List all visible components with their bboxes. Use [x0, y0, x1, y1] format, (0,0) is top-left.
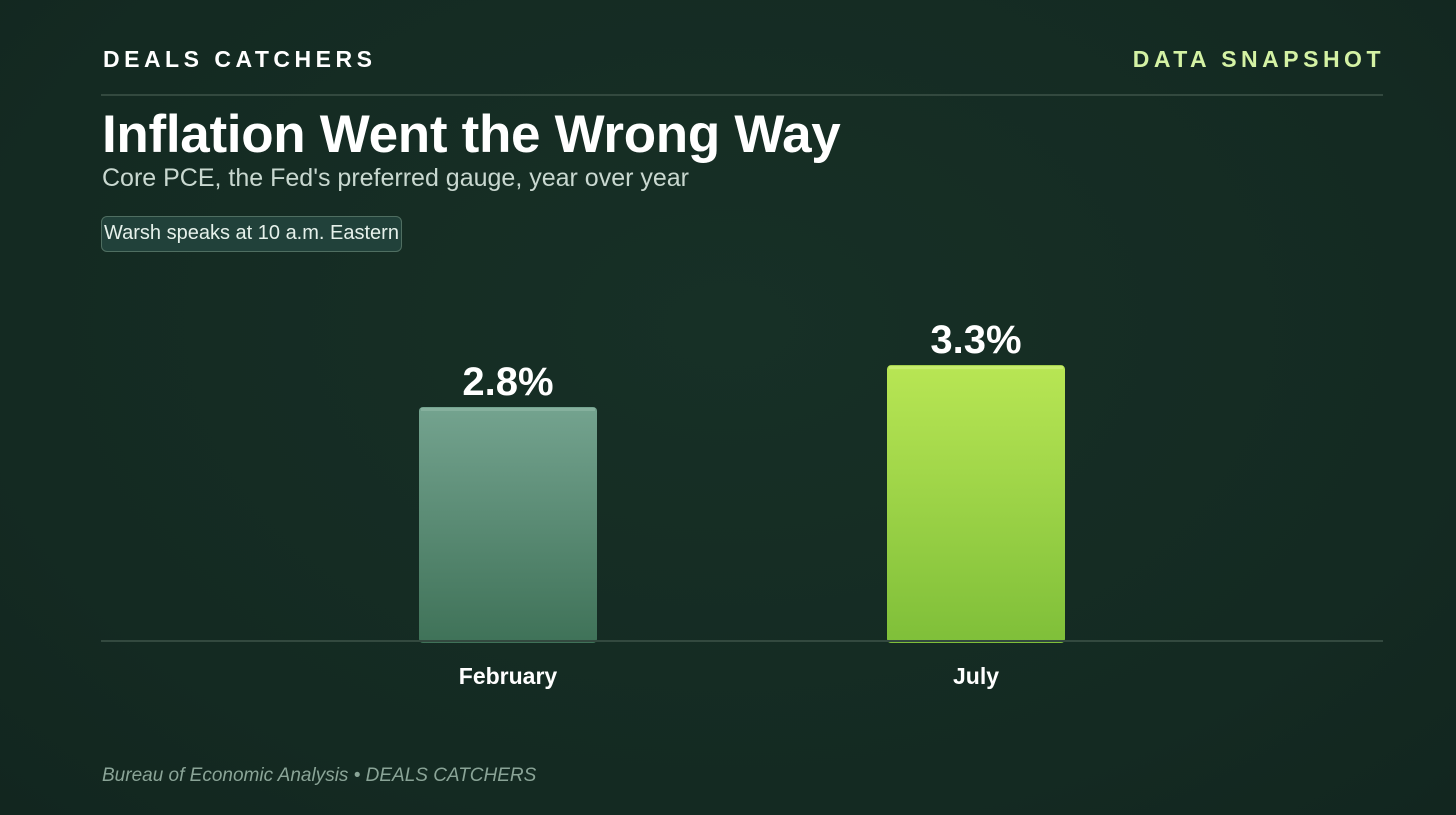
value-label-february: 2.8%: [462, 360, 553, 404]
bar-february: [419, 406, 597, 643]
bar-highlight-february: [421, 407, 595, 411]
data-snapshot-label: DATA SNAPSHOT: [1132, 46, 1385, 72]
event-badge: Warsh speaks at 10 a.m. Eastern: [101, 216, 402, 252]
page-subtitle: Core PCE, the Fed's preferred gauge, yea…: [102, 164, 690, 192]
header-divider: [101, 94, 1383, 96]
source-credit: Bureau of Economic Analysis • DEALS CATC…: [102, 765, 537, 786]
category-label-february: February: [459, 663, 558, 689]
page-title: Inflation Went the Wrong Way: [102, 105, 841, 164]
bar-highlight-july: [889, 366, 1063, 370]
category-label-july: July: [953, 663, 999, 689]
brand-name: DEALS CATCHERS: [103, 46, 377, 72]
bar-july: [887, 365, 1065, 643]
value-label-july: 3.3%: [930, 318, 1021, 362]
